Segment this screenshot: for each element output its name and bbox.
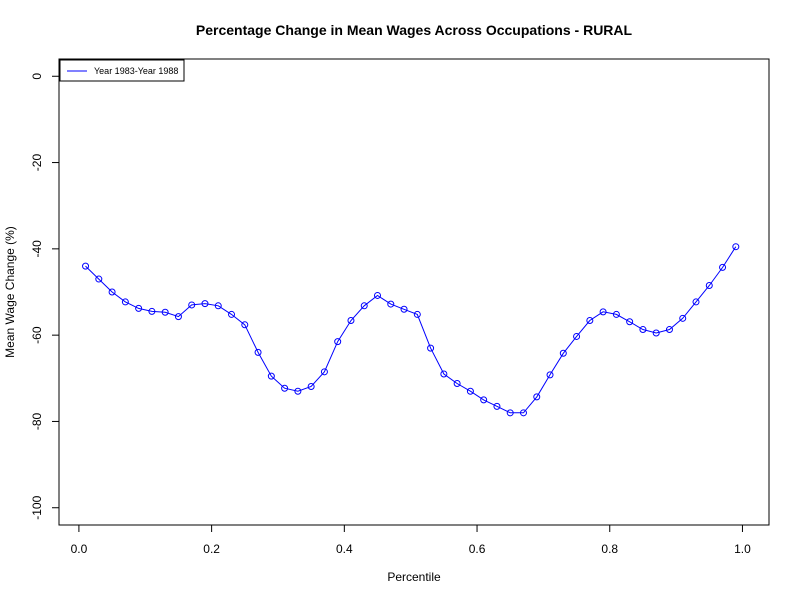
- data-point: [254, 348, 262, 356]
- data-point: [267, 372, 275, 380]
- data-point: [161, 308, 169, 316]
- legend-label: Year 1983-Year 1988: [94, 66, 178, 76]
- y-tick-label: -60: [30, 326, 44, 344]
- data-point: [665, 326, 673, 334]
- data-point: [480, 396, 488, 404]
- data-point: [281, 384, 289, 392]
- data-point: [307, 382, 315, 390]
- data-point: [573, 332, 581, 340]
- data-point: [95, 275, 103, 283]
- data-point: [148, 307, 156, 315]
- data-point: [719, 263, 727, 271]
- data-point: [440, 370, 448, 378]
- data-point: [519, 409, 527, 417]
- data-point: [400, 305, 408, 313]
- data-point: [82, 262, 90, 270]
- data-point: [135, 304, 143, 312]
- data-point: [626, 318, 634, 326]
- data-point: [679, 314, 687, 322]
- data-point: [453, 379, 461, 387]
- data-point: [108, 288, 116, 296]
- data-point: [466, 387, 474, 395]
- data-point: [639, 326, 647, 334]
- series-layer: [82, 243, 740, 417]
- data-point: [427, 344, 435, 352]
- legend-box: [59, 59, 185, 82]
- y-tick-label: -80: [30, 412, 44, 430]
- data-point: [612, 310, 620, 318]
- data-point: [188, 301, 196, 309]
- x-axis: 0.0 0.2 0.4 0.6 0.8 1.0: [71, 524, 751, 556]
- data-point: [692, 298, 700, 306]
- x-tick-label: 0.2: [203, 542, 220, 556]
- data-point: [506, 409, 514, 417]
- data-point: [228, 310, 236, 318]
- data-point: [599, 308, 607, 316]
- y-axis-label: Mean Wage Change (%): [3, 226, 17, 358]
- data-point: [174, 313, 182, 321]
- legend: Year 1983-Year 1988: [59, 59, 185, 82]
- x-tick-label: 0.6: [469, 542, 486, 556]
- x-axis-label: Percentile: [387, 570, 441, 584]
- data-point: [546, 371, 554, 379]
- y-tick-label: -100: [30, 495, 44, 519]
- y-tick-label: -20: [30, 154, 44, 172]
- y-axis: 0 -20 -40 -60 -80 -100: [30, 73, 60, 520]
- data-point: [374, 291, 382, 299]
- data-point: [493, 402, 501, 410]
- data-point: [732, 243, 740, 251]
- x-tick-label: 0.0: [71, 542, 88, 556]
- data-point: [241, 321, 249, 329]
- x-tick-label: 0.4: [336, 542, 353, 556]
- data-point: [214, 302, 222, 310]
- y-tick-label: -40: [30, 240, 44, 258]
- x-tick-label: 1.0: [734, 542, 751, 556]
- data-point: [320, 368, 328, 376]
- data-point: [533, 393, 541, 401]
- chart-title: Percentage Change in Mean Wages Across O…: [196, 22, 633, 38]
- y-tick-label: 0: [30, 73, 44, 80]
- data-point: [121, 298, 129, 306]
- data-point: [705, 282, 713, 290]
- data-point: [559, 349, 567, 357]
- data-point: [334, 338, 342, 346]
- data-point: [586, 316, 594, 324]
- data-point: [652, 329, 660, 337]
- x-tick-label: 0.8: [601, 542, 618, 556]
- data-point: [201, 300, 209, 308]
- data-point: [387, 300, 395, 308]
- data-point: [413, 310, 421, 318]
- series-line: [85, 246, 737, 414]
- data-point: [347, 316, 355, 324]
- data-point: [360, 302, 368, 310]
- data-point: [294, 387, 302, 395]
